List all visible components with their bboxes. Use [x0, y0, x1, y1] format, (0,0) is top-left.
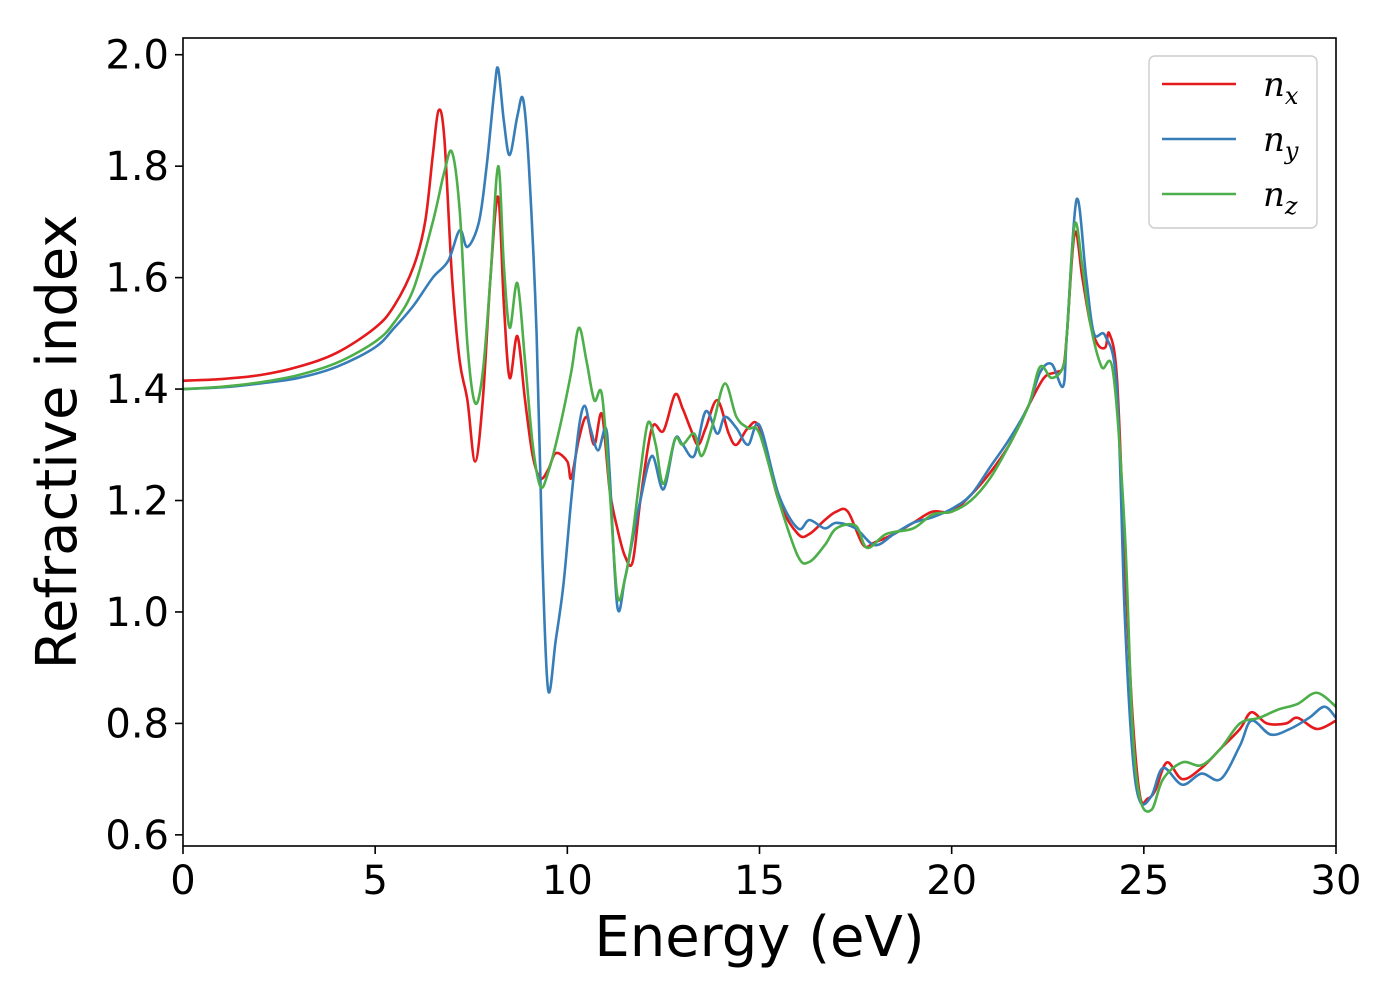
y-axis-label: Refractive index — [25, 215, 90, 670]
y-tick-label: 2.0 — [105, 33, 169, 79]
x-tick-label: 30 — [1311, 858, 1362, 904]
legend: nx ny nz — [1148, 55, 1318, 229]
y-tick-label: 1.8 — [105, 144, 169, 190]
x-axis-label: Energy (eV) — [594, 905, 924, 970]
x-tick-label: 0 — [170, 858, 195, 904]
x-tick-label: 25 — [1118, 858, 1169, 904]
legend-label-y: ny — [1263, 120, 1299, 165]
legend-frame — [1148, 55, 1318, 229]
y-tick-label: 1.2 — [105, 479, 169, 525]
y-tick-label: 0.6 — [105, 813, 169, 859]
series-line-z — [183, 149, 1336, 813]
x-tick-label: 15 — [734, 858, 785, 904]
legend-label-z: nz — [1263, 175, 1298, 220]
y-tick-label: 1.4 — [105, 367, 169, 413]
x-tick-label: 5 — [362, 858, 387, 904]
series-layer — [183, 66, 1336, 813]
y-tick-label: 0.8 — [105, 701, 169, 747]
x-axis-ticks: 0 5 10 15 20 25 30 — [170, 846, 1361, 904]
y-tick-label: 1.0 — [105, 590, 169, 636]
y-tick-label: 1.6 — [105, 256, 169, 302]
x-tick-label: 20 — [926, 858, 977, 904]
y-axis-ticks: 0.6 0.8 1.0 1.2 1.4 1.6 1.8 2.0 — [105, 33, 183, 859]
legend-label-x: nx — [1263, 65, 1299, 110]
x-tick-label: 10 — [542, 858, 593, 904]
